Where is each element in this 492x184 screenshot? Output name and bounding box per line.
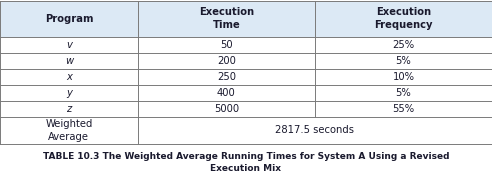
Text: 5%: 5% bbox=[396, 88, 411, 98]
Text: Execution
Time: Execution Time bbox=[199, 7, 254, 31]
Text: 50: 50 bbox=[220, 40, 233, 50]
Text: 5000: 5000 bbox=[214, 104, 239, 114]
Text: 5%: 5% bbox=[396, 56, 411, 66]
Text: 2817.5 seconds: 2817.5 seconds bbox=[276, 125, 354, 135]
Text: 10%: 10% bbox=[393, 72, 414, 82]
Text: 250: 250 bbox=[217, 72, 236, 82]
Text: 55%: 55% bbox=[393, 104, 414, 114]
Text: z: z bbox=[66, 104, 71, 114]
Text: Execution
Frequency: Execution Frequency bbox=[374, 7, 432, 31]
Text: 400: 400 bbox=[217, 88, 236, 98]
Text: x: x bbox=[66, 72, 72, 82]
Text: 25%: 25% bbox=[393, 40, 414, 50]
Text: Program: Program bbox=[45, 14, 93, 24]
Text: w: w bbox=[65, 56, 73, 66]
Bar bbox=[0, 1, 492, 37]
Text: y: y bbox=[66, 88, 72, 98]
Text: 200: 200 bbox=[217, 56, 236, 66]
Text: Weighted
Average: Weighted Average bbox=[45, 118, 92, 142]
Text: TABLE 10.3 The Weighted Average Running Times for System A Using a Revised
Execu: TABLE 10.3 The Weighted Average Running … bbox=[43, 152, 449, 173]
Text: v: v bbox=[66, 40, 72, 50]
